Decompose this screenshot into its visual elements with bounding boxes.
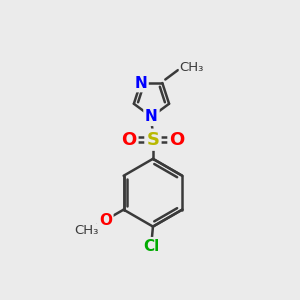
Text: O: O [169,131,185,149]
Text: CH₃: CH₃ [179,61,204,74]
Text: O: O [121,131,136,149]
Text: Cl: Cl [143,239,160,254]
Text: S: S [146,131,159,149]
Text: O: O [99,213,112,228]
Text: N: N [145,109,158,124]
Text: CH₃: CH₃ [74,224,99,238]
Text: N: N [134,76,147,91]
